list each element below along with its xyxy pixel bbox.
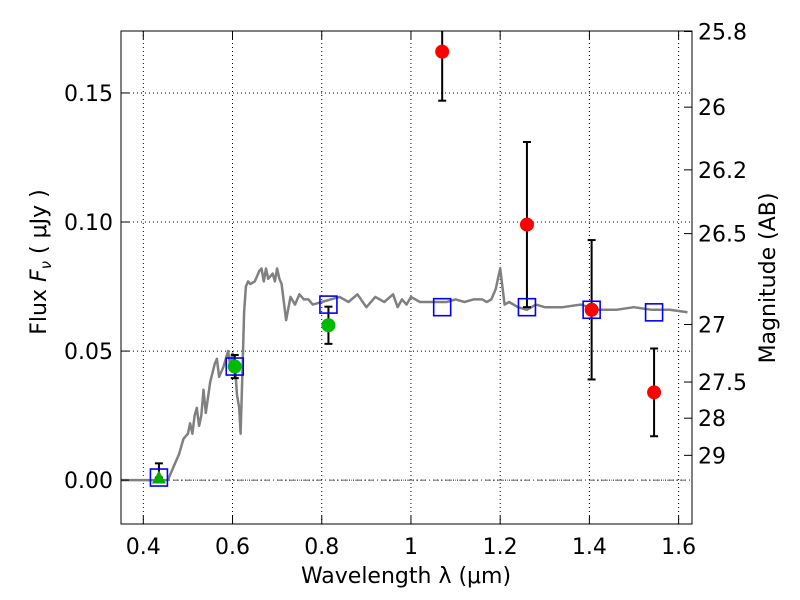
x-tick-label: 1.2 — [483, 535, 518, 560]
model-photometry-square — [644, 303, 664, 322]
y2-tick-label: 26.2 — [698, 159, 747, 184]
y-tick-label: 0.15 — [64, 82, 113, 107]
nir-point — [519, 217, 534, 232]
y2-tick-label: 29 — [698, 444, 726, 469]
plot-area — [121, 267, 688, 482]
y-axis-label-pre: Flux — [27, 282, 52, 335]
model-photometry-square — [149, 468, 169, 487]
y-tick-label: 0.00 — [64, 469, 113, 494]
x-axis-label: Wavelength λ (μm) — [301, 564, 511, 589]
x-tick-label: 1 — [404, 535, 418, 560]
nir-point — [584, 302, 599, 317]
nir-point — [435, 44, 450, 59]
tick-labels: 0.4 0.6 0.8 1 1.2 1.4 1.6 0.00 0.05 0.10 0.15 25.8 2… — [64, 21, 747, 560]
upper-limit-marker — [151, 470, 166, 484]
x-tick-label: 1.4 — [572, 535, 607, 560]
y2-tick-label: 25.8 — [698, 21, 747, 46]
x-tick-label: 1.6 — [661, 535, 696, 560]
model-photometry-square — [432, 297, 452, 317]
x-tick-label: 0.4 — [126, 535, 161, 560]
optical-point — [321, 318, 336, 333]
optical-point — [227, 359, 242, 374]
y-tick-label: 0.05 — [64, 340, 113, 365]
model-photometry-square — [582, 300, 601, 320]
plot-frame — [120, 30, 693, 525]
nir-point — [647, 385, 662, 400]
y2-tick-label: 26.5 — [698, 223, 747, 248]
y-axis-label-subscript: ν — [37, 261, 55, 269]
x-tick-label: 0.6 — [215, 535, 250, 560]
y-axis-label-symbol: F — [27, 269, 52, 282]
model-sed-line — [121, 267, 688, 482]
y-axis-label: Flux Fν ( μJy ) — [27, 189, 55, 334]
error-bars — [149, 31, 664, 487]
model-photometry-square — [225, 357, 245, 376]
model-photometry-square — [517, 297, 537, 317]
y2-tick-label: 27.5 — [698, 371, 747, 396]
model-photometry-square — [319, 295, 338, 314]
y-tick-label: 0.10 — [64, 211, 113, 236]
y2-axis-label: Magnitude (AB) — [756, 193, 781, 364]
y-axis-label-post: ( μJy ) — [27, 189, 52, 261]
x-tick-label: 0.8 — [304, 535, 339, 560]
y2-tick-label: 26 — [698, 96, 726, 121]
y2-tick-label: 27 — [698, 313, 726, 338]
axis-ticks — [121, 31, 692, 524]
y2-tick-label: 28 — [698, 407, 726, 432]
